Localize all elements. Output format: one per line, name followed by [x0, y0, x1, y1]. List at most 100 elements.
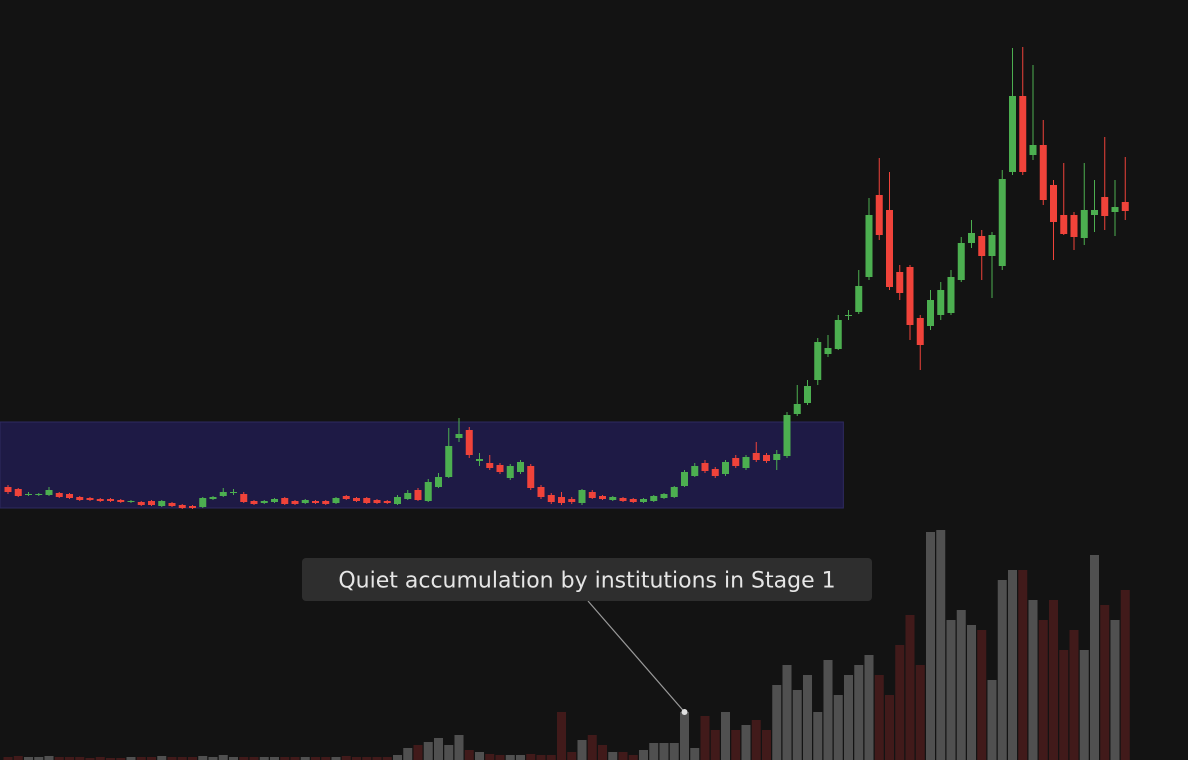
- candle-body: [558, 497, 565, 503]
- volume-bar: [444, 745, 454, 760]
- candle-body: [773, 454, 781, 460]
- candle-body: [14, 489, 22, 496]
- candle-body: [414, 490, 422, 500]
- candle-body: [45, 490, 53, 495]
- candle-body: [332, 498, 340, 503]
- candle-body: [250, 501, 258, 504]
- volume-bar: [177, 757, 187, 760]
- volume-bar: [1090, 555, 1099, 760]
- volume-bar: [239, 757, 249, 760]
- candle-body: [732, 458, 740, 466]
- candle-body: [711, 469, 719, 476]
- volume-bar: [413, 745, 423, 760]
- candle-body: [804, 386, 811, 403]
- volume-bar: [844, 675, 853, 760]
- candle-body: [55, 493, 63, 497]
- candle-body: [1029, 145, 1037, 155]
- volume-bar: [680, 712, 689, 760]
- candle-body: [599, 496, 606, 499]
- candle-body: [1121, 202, 1129, 211]
- volume-bar: [803, 675, 812, 760]
- candle-body: [137, 502, 145, 505]
- volume-bar: [249, 757, 259, 760]
- candle-body: [383, 501, 391, 503]
- volume-bar: [1100, 605, 1110, 760]
- volume-bar: [1069, 630, 1079, 760]
- candle-body: [178, 505, 186, 508]
- candle-body: [25, 494, 32, 495]
- candle-body: [281, 498, 289, 504]
- candle-body: [916, 318, 924, 345]
- candle-body: [865, 215, 873, 277]
- candle-body: [547, 495, 555, 502]
- candle-body: [1091, 210, 1098, 215]
- volume-bar: [106, 758, 115, 760]
- candle-body: [312, 501, 319, 503]
- candle-body: [435, 477, 442, 487]
- candle-body: [199, 498, 207, 507]
- volume-bar: [95, 757, 105, 760]
- volume-bar: [557, 712, 566, 760]
- candle-body: [937, 290, 945, 315]
- candle-body: [834, 320, 842, 349]
- candle-body: [988, 235, 996, 256]
- candle-body: [465, 430, 473, 455]
- candle-body: [1060, 215, 1068, 234]
- candle-body: [845, 315, 852, 316]
- volume-bar: [3, 757, 13, 760]
- volume-bar: [167, 757, 177, 760]
- candle-body: [793, 404, 801, 414]
- candle-body: [189, 506, 196, 508]
- annotation-layer: Quiet accumulation by institutions in St…: [302, 558, 872, 715]
- candle-body: [517, 462, 524, 472]
- volume-bar: [700, 716, 710, 760]
- volume-bar: [136, 757, 146, 760]
- volume-bar: [218, 755, 228, 760]
- volume-bar: [1059, 650, 1069, 760]
- candle-body: [998, 179, 1006, 266]
- candle-body: [219, 492, 227, 496]
- volume-bar: [782, 665, 792, 760]
- candle-body: [896, 272, 904, 293]
- candle-body: [1039, 145, 1047, 200]
- volume-bar: [126, 757, 136, 760]
- volume-bar: [147, 757, 156, 760]
- volume-bar: [587, 735, 597, 760]
- volume-bar: [608, 752, 618, 760]
- accumulation-zone: [0, 421, 844, 509]
- volume-bar: [403, 748, 413, 760]
- candle-body: [957, 243, 965, 280]
- volume-bar: [34, 757, 44, 760]
- volume-bar: [885, 695, 894, 760]
- candle-body: [96, 499, 104, 501]
- candle-body: [424, 482, 432, 501]
- volume-bar: [157, 756, 167, 760]
- candle-body: [1080, 210, 1088, 238]
- volume-bar: [475, 752, 484, 760]
- volume-bar: [864, 655, 874, 760]
- candle-body: [158, 501, 166, 506]
- candle-body: [619, 498, 627, 501]
- candle-body: [445, 446, 453, 477]
- volume-bar: [751, 720, 761, 760]
- volume-bar: [659, 743, 669, 760]
- volume-bar: [895, 645, 905, 760]
- volume-bar: [741, 725, 751, 760]
- candle-body: [527, 466, 535, 488]
- volume-bar: [341, 756, 351, 760]
- volume-bar: [290, 757, 300, 760]
- candle-body: [1019, 96, 1027, 172]
- volume-bar: [649, 743, 659, 760]
- volume-bar: [823, 660, 833, 760]
- volume-bar: [1028, 600, 1038, 760]
- volume-bar: [710, 730, 720, 760]
- candle-body: [301, 500, 309, 503]
- candle-body: [404, 493, 412, 499]
- volume-layer: [3, 530, 1130, 760]
- volume-bar: [485, 754, 495, 760]
- volume-bar: [536, 755, 546, 760]
- candle-body: [127, 501, 135, 502]
- candle-body: [927, 300, 934, 326]
- volume-bar: [65, 757, 74, 760]
- volume-bar: [362, 757, 372, 760]
